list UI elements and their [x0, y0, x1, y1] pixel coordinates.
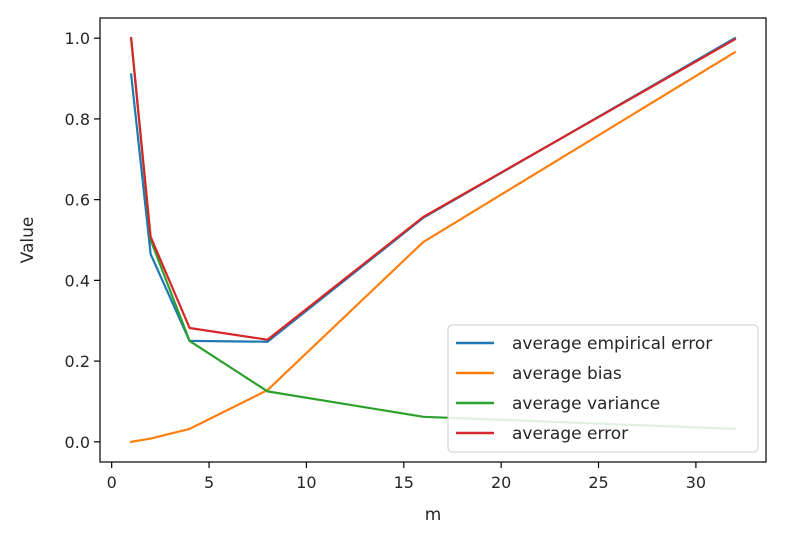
x-tick-label: 20: [491, 473, 511, 492]
plot-frame: [99, 17, 767, 463]
legend-box: [447, 324, 759, 453]
y-axis-ticks: 0.0 0.2 0.4 0.6 0.8 1.0: [65, 29, 100, 452]
legend-label-4: average error: [512, 424, 628, 444]
series-line-1: [129, 36, 737, 343]
y-axis-label: Value: [18, 217, 38, 264]
series-layer: [129, 36, 737, 444]
x-tick-label: 0: [107, 473, 117, 492]
legend-label-2: average bias: [512, 364, 622, 384]
legend-label-3: average variance: [512, 394, 660, 414]
y-tick-label: 0.4: [65, 271, 90, 290]
legend: average empirical error average bias avera…: [447, 324, 759, 453]
y-tick-label: 0.0: [65, 433, 90, 452]
y-tick-label: 0.8: [65, 110, 90, 129]
x-tick-label: 30: [686, 473, 706, 492]
x-axis-ticks: 0 5 10 15 20 25 30: [107, 462, 706, 492]
x-tick-label: 15: [394, 473, 414, 492]
x-tick-label: 25: [588, 473, 608, 492]
x-axis-label: m: [425, 505, 442, 525]
y-tick-label: 0.2: [65, 352, 90, 371]
x-tick-label: 10: [296, 473, 316, 492]
y-tick-label: 1.0: [65, 29, 90, 48]
series-line-2: [129, 50, 737, 444]
y-tick-label: 0.6: [65, 191, 90, 210]
series-line-4: [129, 36, 737, 341]
legend-label-1: average empirical error: [512, 334, 712, 354]
x-tick-label: 5: [204, 473, 214, 492]
